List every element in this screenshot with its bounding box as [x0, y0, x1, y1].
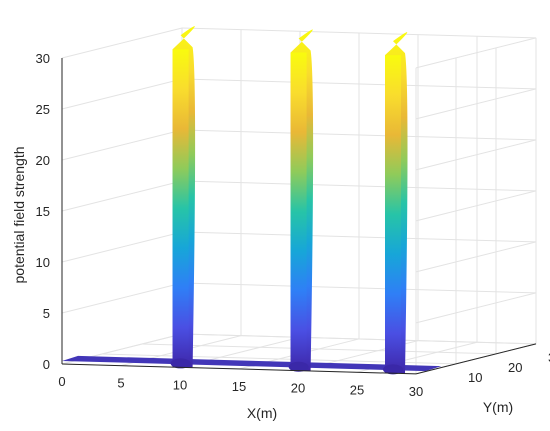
x-tick-label: 5: [117, 376, 124, 391]
wall-face: [385, 55, 401, 374]
x-tick-label: 15: [232, 379, 246, 394]
z-tick-label: 5: [43, 306, 50, 321]
grid-line: [181, 333, 537, 345]
z-tick-label: 30: [36, 51, 50, 66]
z-axis-label: potential field strength: [11, 147, 27, 284]
x-axis-label: X(m): [247, 405, 277, 421]
wall-base: [383, 364, 403, 375]
grid-line: [61, 231, 183, 263]
grid-line: [181, 282, 537, 294]
grid-line: [415, 37, 537, 69]
back-grid: [61, 27, 537, 375]
z-tick-label: 20: [36, 153, 50, 168]
x-tick-label: 10: [173, 377, 187, 392]
grid-line: [415, 88, 537, 120]
y-tick-label: 20: [508, 360, 522, 375]
grid-line: [181, 180, 537, 192]
grid-line: [181, 231, 537, 243]
z-tick-label: 10: [36, 255, 50, 270]
x-tick-label: 30: [409, 384, 423, 399]
y-tick-label: 30: [548, 350, 550, 365]
wall-base: [170, 358, 191, 369]
z-tick-label: 15: [36, 204, 50, 219]
z-tick-label: 25: [36, 102, 50, 117]
wall-face: [172, 49, 189, 368]
surface-floor: [62, 355, 442, 372]
grid-line: [61, 282, 183, 314]
grid-line: [141, 343, 497, 355]
y-axis-line: [415, 343, 537, 375]
x-tick-label: 25: [350, 382, 364, 397]
x-axis-line: [61, 363, 417, 375]
y-tick-label: 10: [468, 370, 482, 385]
grid-line: [61, 27, 183, 59]
axes: [61, 58, 537, 375]
wall-base: [288, 361, 309, 372]
grid-line: [415, 190, 537, 222]
grid-line: [181, 27, 537, 39]
grid-line: [61, 129, 183, 161]
grid-line: [181, 78, 537, 90]
grid-line: [181, 129, 537, 141]
grid-line: [415, 241, 537, 273]
tick-labels: 0 5 10 15 20 25 30 10 20 30 0 5 10 15 20 25 30: [36, 51, 550, 399]
x-tick-label: 20: [291, 381, 305, 396]
x-tick-label: 0: [58, 374, 65, 389]
grid-line: [415, 139, 537, 171]
z-tick-label: 0: [43, 357, 50, 372]
grid-line: [415, 292, 537, 324]
grid-line: [61, 180, 183, 212]
grid-line: [61, 78, 183, 110]
wall-face: [290, 52, 307, 371]
y-axis-label: Y(m): [483, 399, 513, 415]
potential-surface: [62, 26, 442, 375]
